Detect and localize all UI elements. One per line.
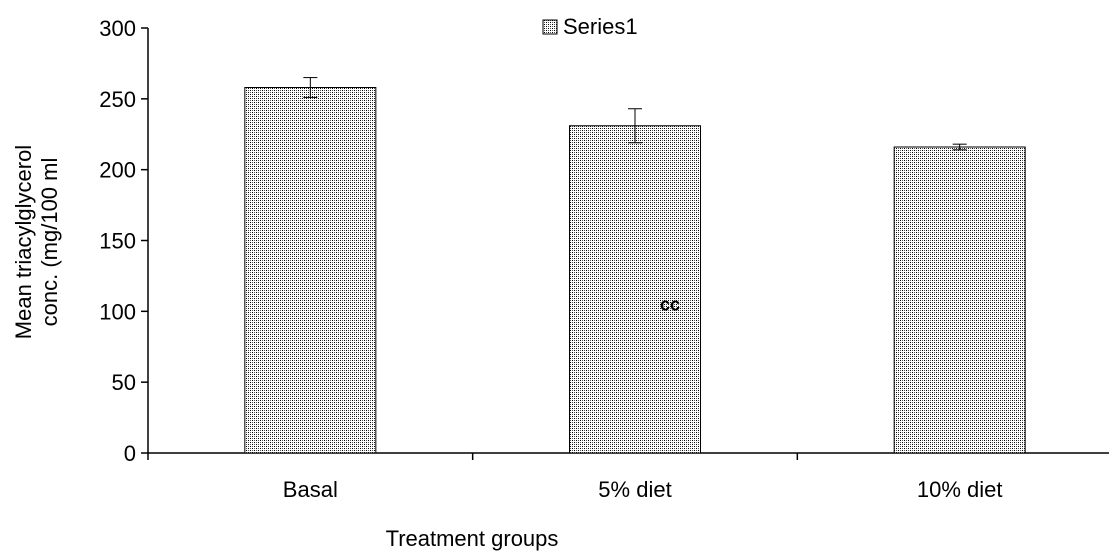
- y-tick-label: 50: [112, 370, 136, 395]
- legend-label-series1: Series1: [563, 14, 638, 39]
- x-tick-label: 10% diet: [917, 477, 1003, 502]
- bar: [893, 146, 1026, 454]
- error-bar: [952, 143, 967, 151]
- y-axis-title-line-2: conc. (mg/100 ml: [37, 158, 62, 327]
- x-tick-label: 5% diet: [598, 477, 671, 502]
- error-bar: [628, 108, 642, 144]
- y-tick-label: 200: [99, 158, 136, 183]
- bar: [569, 125, 701, 454]
- error-bar: [303, 77, 318, 98]
- x-axis-title: Treatment groups: [386, 526, 559, 551]
- y-tick-label: 300: [99, 16, 136, 41]
- y-tick-label: 100: [99, 299, 136, 324]
- y-tick-label: 250: [99, 87, 136, 112]
- x-tick-label: Basal: [283, 477, 338, 502]
- bar-group: [244, 87, 1026, 454]
- x-axis: Basal 5% diet 10% diet: [147, 452, 1109, 502]
- legend-swatch: [542, 19, 558, 35]
- error-bar-group: [303, 77, 967, 151]
- y-axis-title-line-1: Mean triacylglycerol: [11, 145, 36, 339]
- y-axis: 0 50 100 150 200 250 300: [99, 16, 149, 466]
- bar: [244, 87, 377, 454]
- y-tick-label: 150: [99, 229, 136, 254]
- bar-annotation: cc: [660, 294, 680, 314]
- y-axis-title: Mean triacylglycerol conc. (mg/100 ml: [11, 145, 62, 339]
- y-tick-label: 0: [124, 441, 136, 466]
- chart-legend: Series1: [542, 14, 638, 39]
- annotation-group: cc: [660, 294, 680, 314]
